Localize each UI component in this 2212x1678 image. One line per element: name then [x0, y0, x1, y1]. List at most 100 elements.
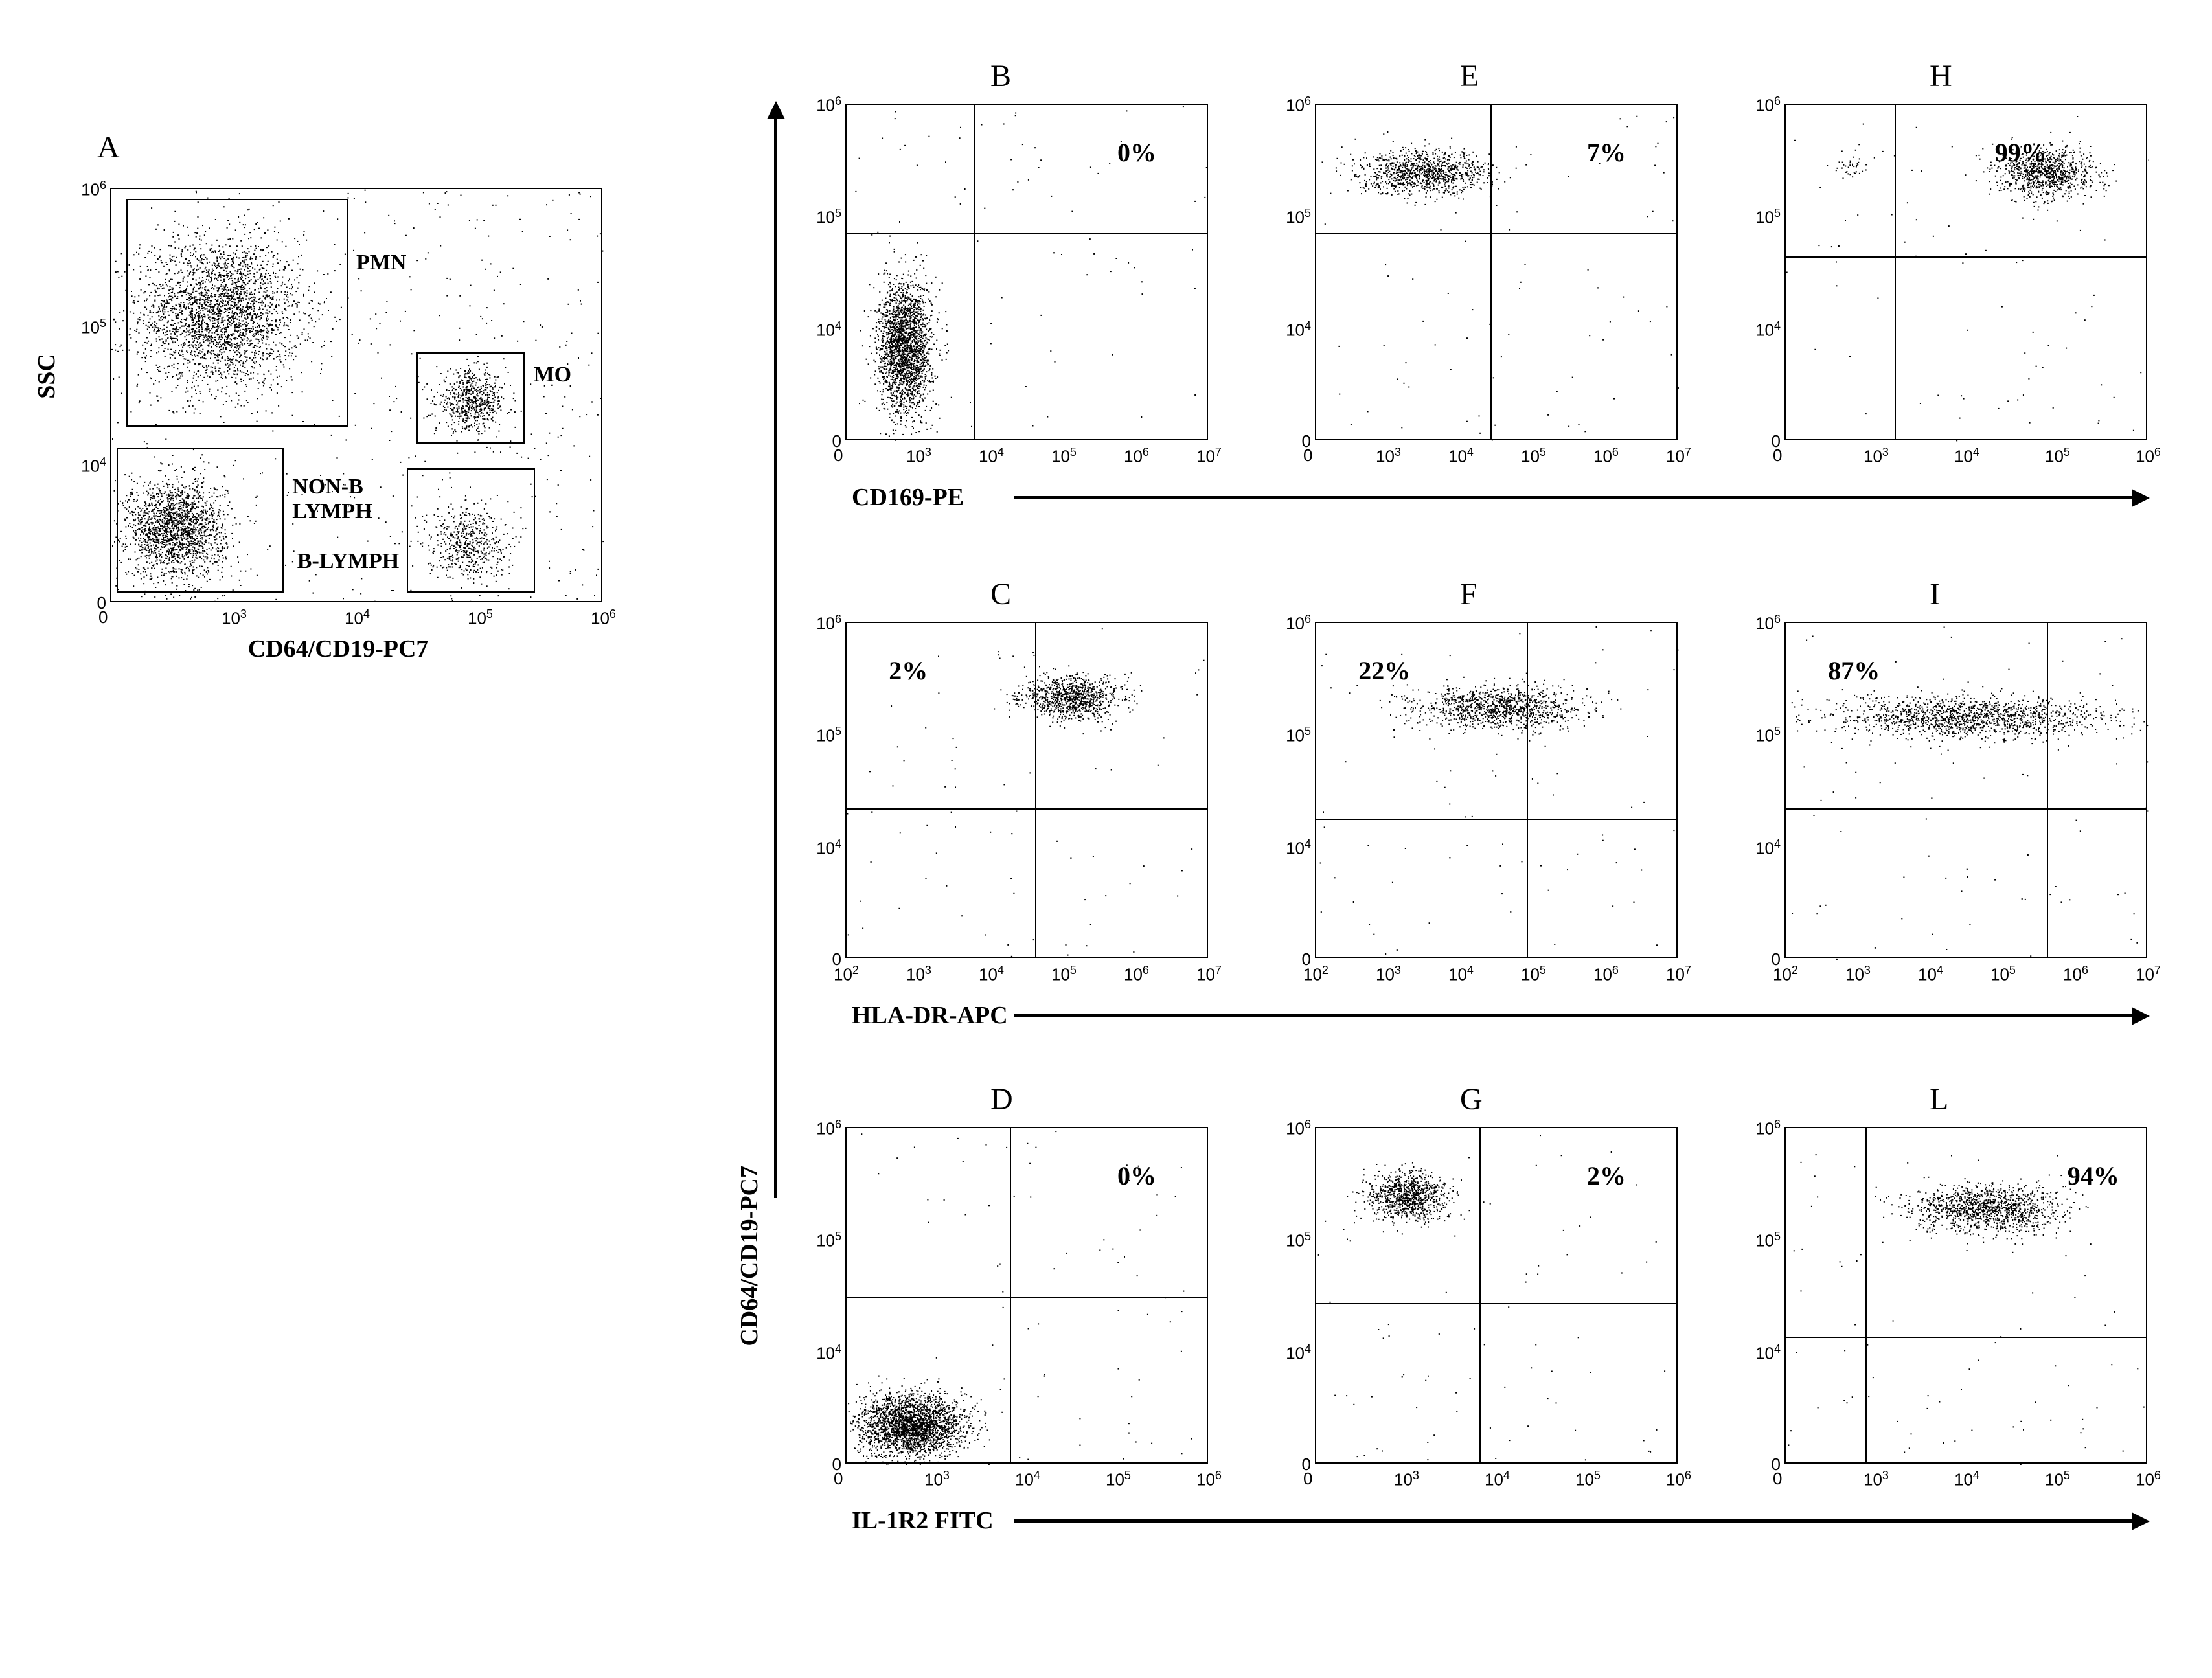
- x-tick: 105: [2045, 446, 2070, 467]
- panel-label-A: A: [97, 130, 120, 165]
- x-tick: 103: [906, 964, 931, 985]
- panel-label-L: L: [1930, 1082, 1948, 1117]
- x-tick: 105: [1521, 446, 1546, 467]
- x-tick: 106: [2136, 1469, 2161, 1490]
- quadrant-v: [1490, 105, 1492, 439]
- percent-label-C: 2%: [889, 655, 928, 686]
- x-tick: 106: [1593, 446, 1619, 467]
- quadrant-v: [1010, 1128, 1011, 1462]
- x-axis-arrow: [1014, 1014, 2134, 1017]
- pop-label-NONB: NON-B LYMPH: [292, 475, 372, 524]
- y-tick: 0: [1744, 949, 1781, 969]
- y-tick: 105: [805, 725, 841, 746]
- pop-label-MO: MO: [534, 363, 572, 387]
- quadrant-h: [1786, 1337, 2146, 1338]
- percent-label-F: 22%: [1358, 655, 1410, 686]
- x-tick: 107: [2136, 964, 2161, 985]
- y-tick: 104: [1744, 1343, 1781, 1364]
- y-tick: 104: [805, 319, 841, 341]
- x-tick: 106: [2136, 446, 2161, 467]
- pop-label-PMN: PMN: [356, 251, 406, 275]
- x-axis-arrow: [1014, 1519, 2134, 1523]
- gate-PMN: [126, 199, 348, 427]
- y-tick: 106: [805, 613, 841, 634]
- y-tick: 0: [1275, 949, 1311, 969]
- x-tick: 106: [1196, 1469, 1222, 1490]
- quadrant-v: [1035, 623, 1036, 957]
- x-tick: 104: [979, 446, 1004, 467]
- y-tick: 104: [1275, 319, 1311, 341]
- percent-label-E: 7%: [1587, 137, 1626, 168]
- x-axis-arrow: [1014, 496, 2134, 499]
- quadrant-v: [2047, 623, 2048, 957]
- y-tick: 106: [70, 179, 106, 200]
- x-tick: 105: [2045, 1469, 2070, 1490]
- x-tick: 107: [1666, 446, 1691, 467]
- percent-label-H: 99%: [1995, 137, 2047, 168]
- gate-NONB: [117, 448, 284, 593]
- quadrant-h: [1316, 819, 1676, 820]
- panel-H-plot: [1784, 104, 2147, 440]
- panel-label-B: B: [990, 58, 1011, 94]
- y-tick: 0: [1744, 1455, 1781, 1475]
- y-tick: 0: [805, 1455, 841, 1475]
- quadrant-h: [1316, 233, 1676, 234]
- panel-A-plot: [110, 188, 602, 602]
- y-tick: 105: [805, 207, 841, 228]
- quadrant-v: [974, 105, 975, 439]
- quadrant-h: [847, 1297, 1207, 1298]
- gate-BLYMPH: [407, 468, 535, 593]
- x-tick: 105: [1575, 1469, 1601, 1490]
- y-tick: 0: [1275, 1455, 1311, 1475]
- y-tick: 0: [1744, 431, 1781, 451]
- x-tick: 105: [468, 607, 493, 629]
- panel-label-F: F: [1460, 576, 1477, 612]
- arrow-head-icon: [2132, 489, 2150, 507]
- y-tick: 0: [805, 431, 841, 451]
- y-tick: 105: [1275, 725, 1311, 746]
- y-axis-arrow: [774, 117, 777, 1198]
- y-tick: 106: [1744, 613, 1781, 634]
- quadrant-v: [1479, 1128, 1481, 1462]
- quadrant-h: [847, 233, 1207, 234]
- quadrant-h: [847, 808, 1207, 810]
- y-tick: 105: [70, 317, 106, 338]
- quadrant-h: [1786, 808, 2146, 810]
- percent-label-G: 2%: [1587, 1161, 1626, 1191]
- x-tick: 103: [222, 607, 247, 629]
- y-tick: 106: [1275, 1118, 1311, 1139]
- x-tick: 106: [1666, 1469, 1691, 1490]
- y-tick: 104: [1275, 1343, 1311, 1364]
- x-tick: 107: [1196, 446, 1222, 467]
- x-tick: 105: [1106, 1469, 1131, 1490]
- arrow-head-icon: [2132, 1007, 2150, 1025]
- x-tick: 107: [1196, 964, 1222, 985]
- y-tick: 106: [1275, 613, 1311, 634]
- y-tick: 104: [1744, 319, 1781, 341]
- arrow-head-icon: [767, 101, 785, 119]
- y-tick: 105: [1744, 725, 1781, 746]
- x-tick: 103: [906, 446, 931, 467]
- x-tick: 104: [1448, 964, 1474, 985]
- panel-label-D: D: [990, 1082, 1013, 1117]
- y-tick: 0: [805, 949, 841, 969]
- quadrant-v: [1865, 1128, 1867, 1462]
- row-xlabel-0: CD169-PE: [852, 483, 964, 512]
- y-tick: 106: [1275, 95, 1311, 116]
- y-tick: 0: [1275, 431, 1311, 451]
- y-tick: 104: [805, 837, 841, 859]
- x-tick: 103: [1376, 964, 1401, 985]
- x-tick: 106: [1124, 446, 1149, 467]
- x-tick: 106: [591, 607, 616, 629]
- x-tick: 104: [1485, 1469, 1510, 1490]
- pop-label-BLYMPH: B-LYMPH: [297, 549, 399, 574]
- row-xlabel-1: HLA-DR-APC: [852, 1001, 1008, 1030]
- y-tick: 104: [805, 1343, 841, 1364]
- panel-label-C: C: [990, 576, 1011, 612]
- y-tick: 104: [70, 455, 106, 477]
- x-tick: 104: [1918, 964, 1943, 985]
- y-tick: 104: [1744, 837, 1781, 859]
- x-tick: 104: [979, 964, 1004, 985]
- y-tick: 105: [805, 1230, 841, 1251]
- x-tick: 103: [1845, 964, 1871, 985]
